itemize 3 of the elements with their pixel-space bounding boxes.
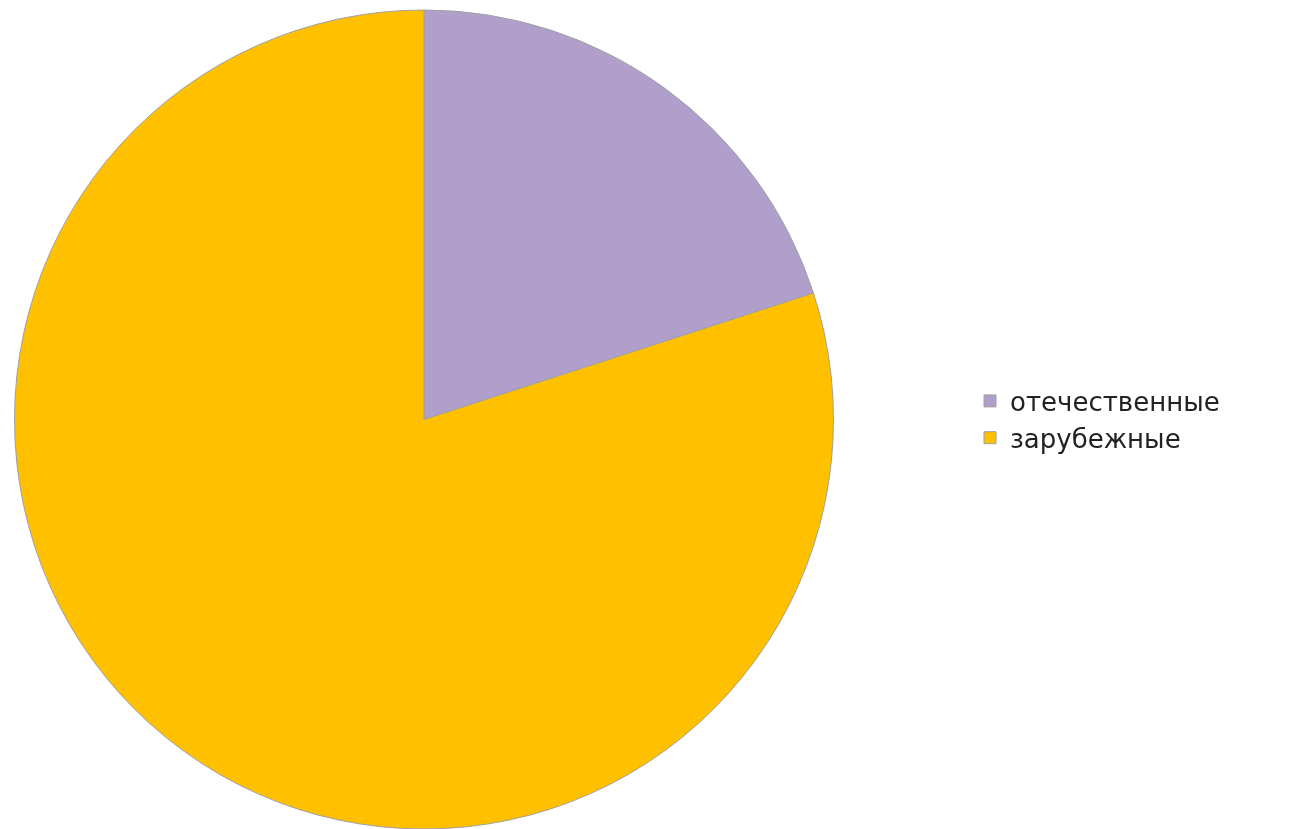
legend-label: отечественные (1010, 387, 1220, 418)
pie-slice (14, 9, 834, 829)
legend-label: зарубежные (1010, 423, 1181, 454)
